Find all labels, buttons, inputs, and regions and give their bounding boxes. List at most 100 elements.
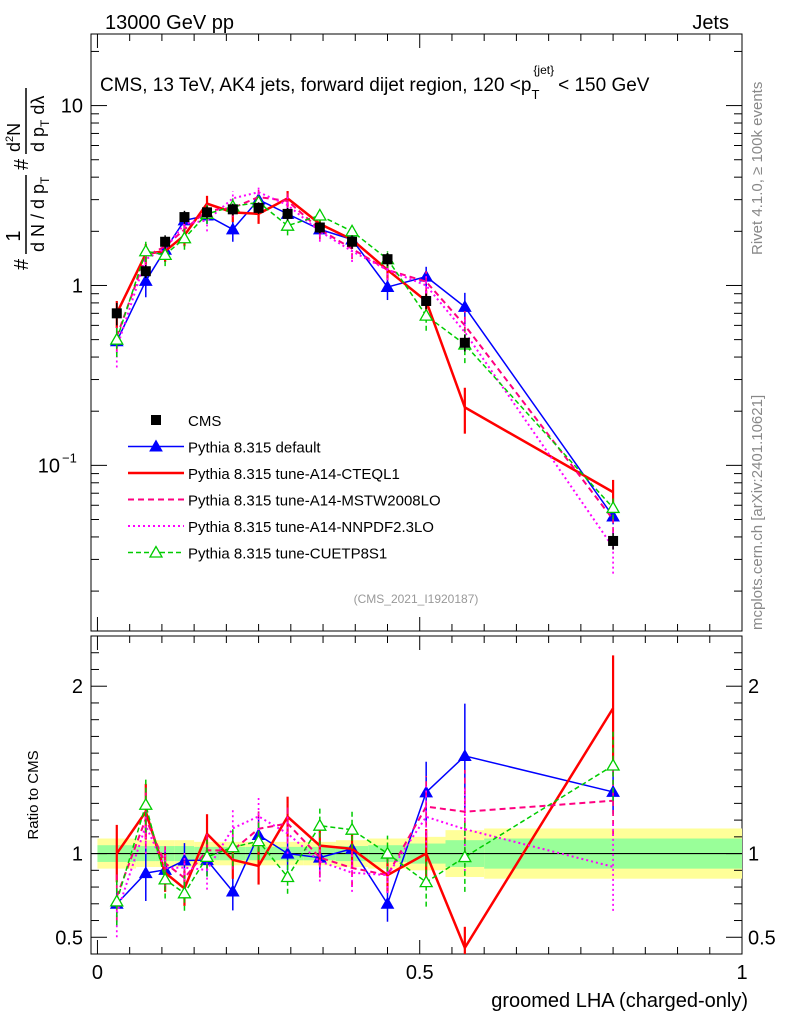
legend-label-4: Pythia 8.315 tune-A14-NNPDF2.3LO: [188, 519, 434, 536]
series-point-5: [138, 243, 153, 257]
ratio-plot-frame: [90, 635, 743, 955]
ratio-point-5: [457, 849, 472, 863]
ratio-line-2: [115, 707, 615, 951]
data-point: [421, 295, 432, 306]
ratio-point-5: [199, 849, 215, 863]
series-line-2: [115, 196, 614, 494]
data-point: [282, 208, 293, 219]
y-label-num2: d2N: [4, 123, 24, 152]
series-point-5: [158, 247, 173, 260]
series-point-5: [109, 332, 124, 345]
x-axis-label: groomed LHA (charged-only): [491, 990, 748, 1012]
ratio-tick-label-right: 1: [748, 844, 759, 866]
legend-label-5: Pythia 8.315 tune-CUETP8S1: [188, 546, 387, 563]
ratio-point-5: [177, 886, 192, 899]
data-point: [202, 207, 213, 218]
x-tick-label: 0: [92, 962, 103, 984]
series-point-5: [280, 218, 295, 231]
y-label-den1-main: d N / d p: [28, 184, 48, 252]
series-point-1: [138, 273, 153, 286]
y-tick-label: 10: [61, 96, 83, 118]
ratio-point-5: [251, 833, 266, 847]
data-point: [608, 535, 619, 546]
legend-marker-data: [151, 415, 161, 425]
data-point: [382, 254, 393, 265]
ratio-point-1: [138, 866, 153, 879]
legend-label-1: Pythia 8.315 default: [188, 440, 321, 457]
series-point-5: [312, 208, 327, 221]
legend-label-3: Pythia 8.315 tune-A14-MSTW2008LO: [188, 493, 441, 510]
series-line-5: [116, 201, 614, 509]
plot-title-sup: {jet}: [533, 63, 554, 77]
data-point: [140, 266, 151, 277]
series-point-1: [380, 280, 395, 293]
y-label-den2: d pT dλ: [28, 96, 52, 152]
x-tick-label: 0.5: [406, 962, 434, 984]
ratio-tick-label-left: 1: [72, 844, 83, 866]
series-point-1: [457, 299, 472, 312]
data-point: [459, 337, 470, 348]
y-label-num2-rest: N: [4, 123, 24, 136]
legend-label-0: CMS: [188, 413, 221, 430]
series-point-5: [177, 230, 192, 244]
y-label-hash1: #: [11, 258, 33, 270]
data-point: [160, 236, 171, 247]
ratio-point-5: [280, 869, 295, 883]
data-point: [314, 222, 325, 233]
y-label-den2-rest: dλ: [28, 96, 48, 120]
data-point: [179, 212, 190, 223]
y-label-num1: 1: [3, 230, 25, 241]
plot-title-end: < 150 GeV: [558, 75, 650, 96]
ratio-line-3: [115, 799, 614, 897]
y-label-num2-d: d: [4, 142, 24, 152]
ratio-point-5: [138, 797, 153, 810]
y-label-den2-main: d p: [28, 127, 48, 152]
ratio-tick-label-right: 2: [748, 676, 759, 698]
y-label-hash2: #: [11, 158, 33, 170]
ratio-tick-label-right: 0.5: [748, 927, 776, 949]
y-label-den1: d N / d pT: [28, 176, 52, 252]
ratio-point-5: [419, 874, 434, 888]
ratio-point-5: [225, 839, 240, 853]
legend-marker-1: [149, 439, 163, 452]
y-label-num2-sup: 2: [4, 136, 16, 142]
y-label-den2-sub: T: [38, 119, 52, 127]
y-tick-label: 1: [72, 275, 83, 297]
legend-marker-5: [148, 545, 164, 558]
data-point: [347, 236, 358, 247]
series-point-5: [344, 224, 360, 237]
x-tick-label: 1: [736, 962, 747, 984]
ratio-line-4: [115, 815, 614, 914]
legend: CMS Pythia 8.315 default Pythia 8.315 tune…: [128, 413, 441, 563]
ratio-point-1: [225, 884, 240, 897]
ratio-tick-label-left: 0.5: [55, 927, 83, 949]
header-left: 13000 GeV pp: [105, 12, 234, 34]
ratio-point-1: [380, 896, 395, 909]
ratio-line-1: [116, 755, 614, 906]
series-point-5: [419, 308, 434, 321]
plot-title-sub: T: [531, 87, 539, 102]
plot-title: CMS, 13 TeV, AK4 jets, forward dijet reg…: [100, 63, 650, 102]
y-axis-label: # 1 d N / d pT # d2N d pT dλ: [3, 88, 52, 270]
header-right: Jets: [692, 12, 729, 34]
plot-title-main: CMS, 13 TeV, AK4 jets, forward dijet reg…: [100, 75, 531, 96]
ratio-point-5: [158, 872, 173, 885]
ratio-y-label: Ratio to CMS: [25, 750, 42, 839]
data-point: [111, 308, 122, 319]
y-tick-label: 10: [38, 455, 60, 477]
rivet-label: Rivet 4.1.0, ≥ 100k events: [749, 82, 766, 255]
analysis-tag: (CMS_2021_I1920187): [354, 592, 479, 606]
data-point: [227, 204, 238, 215]
main-plot-frame: [90, 33, 743, 632]
ratio-point-1: [457, 748, 472, 761]
legend-label-2: Pythia 8.315 tune-A14-CTEQL1: [188, 466, 400, 483]
y-label-den1-sub: T: [38, 176, 52, 184]
ratio-uncertainty-bands: [91, 828, 742, 879]
ratio-point-5: [344, 822, 360, 835]
ratio-point-5: [312, 818, 327, 831]
series-point-5: [605, 500, 621, 514]
series-point-1: [225, 222, 240, 235]
y-tick-exponent: −1: [62, 450, 77, 465]
